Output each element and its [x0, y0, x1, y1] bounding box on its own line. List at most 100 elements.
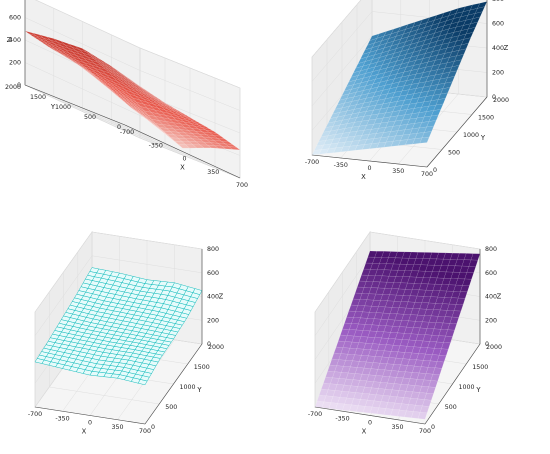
y-tick-label: 0	[431, 424, 435, 431]
y-axis-line	[424, 343, 481, 425]
z-tick-label: 200	[492, 70, 504, 77]
gridline	[314, 255, 371, 336]
y-tick-label: 0	[151, 424, 155, 431]
z-tick-label: 0	[485, 341, 489, 348]
y-axis-label: Y	[196, 386, 202, 394]
gridline	[139, 47, 241, 89]
x-axis-line	[314, 406, 426, 425]
gridline	[24, 17, 141, 71]
z-tick-label: 200	[485, 317, 497, 324]
x-tick-label: -700	[28, 411, 42, 418]
x-axis-line	[34, 406, 146, 425]
x-tick-label: 700	[139, 428, 151, 435]
x-axis-label: X	[82, 428, 87, 436]
x-tick-label: -700	[308, 411, 322, 418]
z-tick-label: 0	[492, 94, 496, 101]
y-tick-label: 1000	[55, 104, 71, 111]
gridline	[311, 35, 373, 107]
y-tick-label: 0	[117, 124, 121, 131]
y-tick-label: 1500	[30, 94, 46, 101]
x-tick-label: 0	[368, 420, 372, 427]
y-axis-line	[144, 343, 203, 425]
gridline	[74, 104, 191, 159]
gridline	[34, 231, 93, 313]
x-tick-label: 350	[392, 168, 404, 175]
z-tick-label: 600	[492, 21, 504, 28]
x-tick-label: 0	[88, 420, 92, 427]
x-tick-label: 700	[419, 428, 431, 435]
x-tick-label: -350	[149, 142, 163, 149]
gridline	[34, 255, 93, 336]
y-tick-label: 2000	[493, 97, 509, 104]
gridline	[139, 70, 241, 111]
x-tick-label: 350	[391, 424, 403, 431]
z-axis-label: Z	[7, 36, 12, 44]
y-tick-label: 1000	[463, 132, 479, 139]
z-axis-label: Z	[497, 293, 502, 301]
gridline	[311, 11, 373, 82]
z-tick-label: 800	[207, 246, 219, 253]
chart-panel-2: -700 -350 0 350 700X0500100015002000Y0200400…	[305, 0, 509, 181]
y-tick-label: 0	[433, 167, 437, 174]
gridline	[49, 386, 160, 405]
z-tick-label: 400	[485, 294, 497, 301]
y-tick-label: 500	[165, 404, 177, 411]
y-axis-label: Y	[480, 134, 486, 142]
x-tick-label: -700	[120, 129, 134, 136]
y-tick-label: 2000	[486, 344, 502, 351]
y-tick-label: 1000	[459, 384, 475, 391]
z-axis-label: Z	[219, 293, 224, 301]
z-tick-label: 600	[207, 270, 219, 277]
y-tick-label: 2000	[208, 344, 224, 351]
gridline	[35, 0, 141, 49]
z-tick-label: 0	[207, 341, 211, 348]
z-tick-label: 600	[485, 270, 497, 277]
x-tick-label: 350	[207, 169, 219, 176]
gridline	[369, 231, 481, 250]
surface-patch	[132, 81, 144, 89]
z-tick-label: 400	[207, 294, 219, 301]
x-axis-line	[311, 154, 428, 168]
y-tick-label: 1500	[472, 364, 488, 371]
gridline	[99, 114, 216, 169]
gridline	[49, 94, 166, 149]
y-axis-line	[24, 84, 126, 126]
z-tick-label: 200	[207, 317, 219, 324]
z-tick-label: 600	[9, 15, 21, 22]
z-tick-label: 400	[9, 37, 21, 44]
x-tick-label: -350	[55, 415, 69, 422]
z-tick-label: 800	[492, 0, 504, 3]
gridline	[311, 0, 362, 58]
y-tick-label: 500	[448, 150, 460, 157]
y-tick-label: 1000	[180, 384, 196, 391]
y-tick-label: 500	[84, 114, 96, 121]
y-tick-label: 1500	[478, 115, 494, 122]
x-tick-label: -700	[305, 159, 319, 166]
z-tick-label: 200	[9, 60, 21, 67]
x-tick-label: -350	[334, 162, 348, 169]
gridline	[139, 137, 241, 179]
y-axis-label: Y	[475, 386, 481, 394]
gridline	[91, 255, 203, 274]
x-tick-label: 350	[111, 424, 123, 431]
x-tick-label: 700	[421, 171, 433, 178]
z-tick-label: 800	[485, 246, 497, 253]
x-tick-label: -350	[335, 415, 349, 422]
x-axis-label: X	[362, 428, 367, 436]
x-axis-label: X	[180, 164, 185, 172]
y-tick-label: 500	[445, 404, 457, 411]
y-tick-label: 1500	[194, 364, 210, 371]
gridline	[24, 84, 141, 139]
z-tick-label: 400	[492, 45, 504, 52]
x-tick-label: 0	[182, 156, 186, 163]
x-tick-label: 700	[236, 182, 248, 189]
x-axis-line	[124, 124, 241, 179]
chart-panel-1: -700-3500350700X0500100015002000Y0200400…	[5, 0, 248, 189]
gridline	[91, 231, 203, 250]
y-axis-line	[426, 96, 488, 168]
z-axis-label: Z	[504, 44, 509, 52]
gridline	[314, 231, 371, 313]
y-tick-label: 2000	[5, 84, 21, 91]
